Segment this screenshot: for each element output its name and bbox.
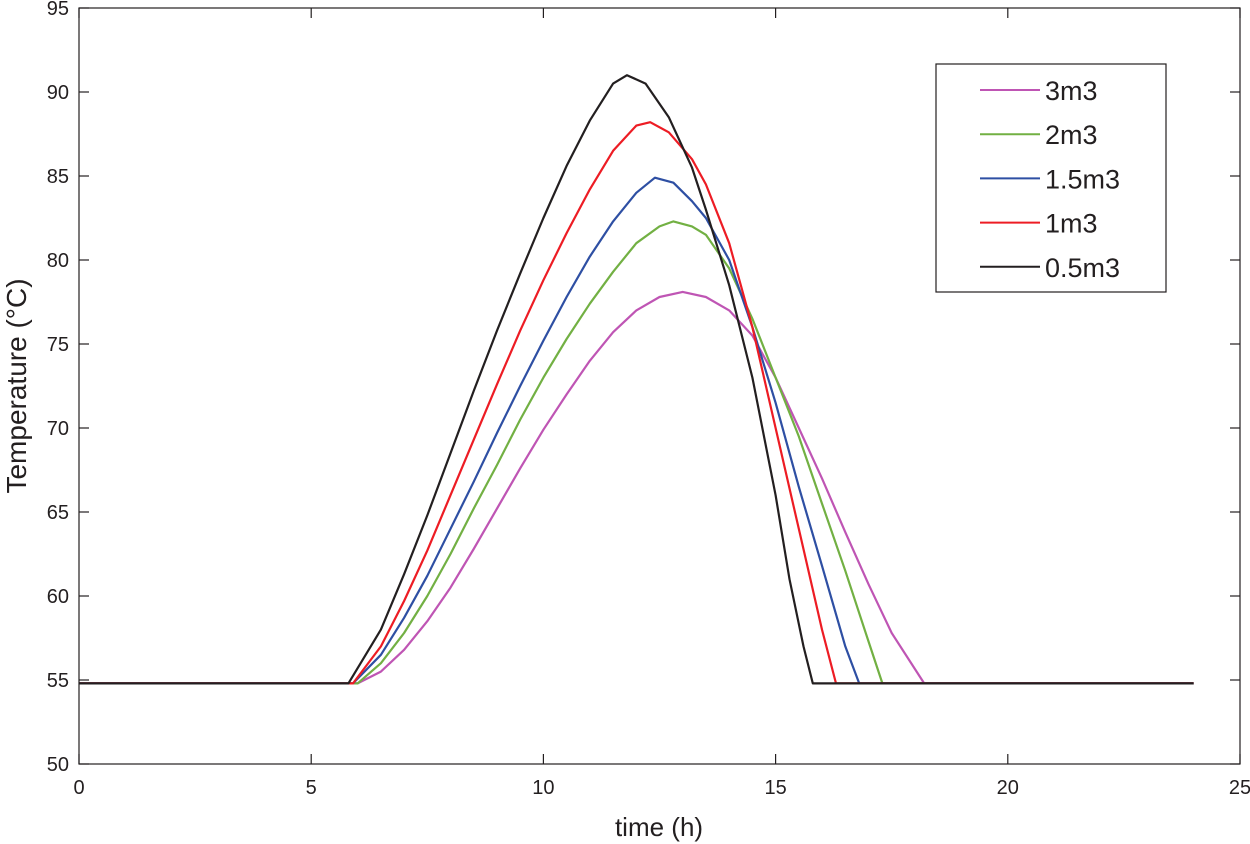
x-tick-label: 15 — [764, 777, 786, 799]
legend-label: 1m3 — [1045, 209, 1098, 239]
y-tick-label: 75 — [47, 334, 69, 356]
x-tick-label: 0 — [73, 777, 84, 799]
legend-label: 1.5m3 — [1045, 164, 1120, 194]
y-tick-label: 55 — [47, 670, 69, 692]
axis-ticks: 0 5 10 15 20 25 50 55 60 65 70 75 80 85 90 95 — [47, 0, 1250, 799]
y-tick-label: 60 — [47, 586, 69, 608]
x-tick-label: 20 — [997, 777, 1019, 799]
y-tick-label: 95 — [47, 0, 69, 20]
y-axis-label: Temperature (°C) — [1, 278, 32, 493]
plot-frame — [78, 7, 1241, 765]
y-tick-label: 90 — [47, 82, 69, 104]
x-tick-label: 10 — [532, 777, 554, 799]
y-tick-label: 65 — [47, 502, 69, 524]
legend-label: 2m3 — [1045, 120, 1098, 150]
x-axis-label: time (h) — [615, 812, 703, 842]
legend-label: 0.5m3 — [1045, 253, 1120, 283]
series-line-3m3 — [79, 290, 1194, 685]
y-tick-label: 70 — [47, 418, 69, 440]
series-line-1.5m3 — [79, 176, 1194, 685]
series-line-0.5m3 — [79, 74, 1194, 685]
legend: 3m3 2m3 1.5m3 1m3 0.5m3 — [935, 63, 1167, 293]
x-tick-label: 25 — [1229, 777, 1250, 799]
y-tick-label: 80 — [47, 250, 69, 272]
y-tick-label: 50 — [47, 754, 69, 776]
series-line-1m3 — [79, 121, 1194, 685]
series-layer — [79, 74, 1194, 685]
legend-label: 3m3 — [1045, 76, 1098, 106]
series-line-2m3 — [79, 220, 1194, 685]
y-tick-label: 85 — [47, 166, 69, 188]
legend-box — [935, 63, 1167, 293]
x-tick-label: 5 — [306, 777, 317, 799]
